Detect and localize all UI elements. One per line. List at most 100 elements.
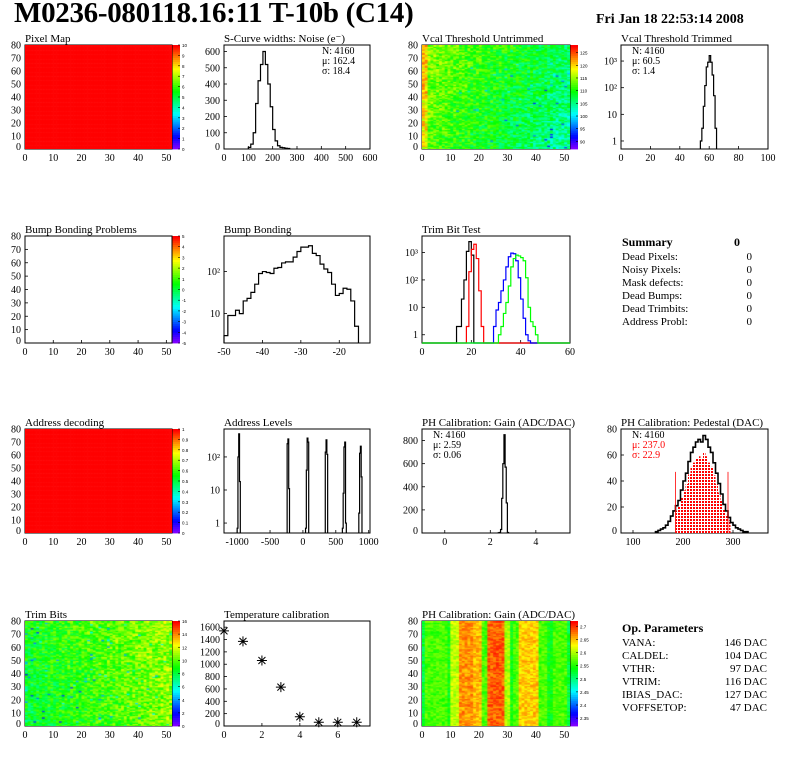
colorbar-tick-label: 0 bbox=[182, 288, 185, 293]
y-tick-label: 10² bbox=[405, 275, 418, 286]
colorbar-segment bbox=[570, 74, 578, 77]
colorbar-tick-label: 0.5 bbox=[182, 479, 189, 484]
x-tick-label: 40 bbox=[516, 347, 526, 358]
colorbar-tick-label: 1 bbox=[182, 277, 185, 282]
x-tick-label: 6 bbox=[335, 730, 340, 741]
y-tick-label: 200 bbox=[205, 112, 220, 123]
colorbar-segment bbox=[172, 113, 180, 117]
colorbar-tick-label: 90 bbox=[580, 139, 586, 144]
colorbar-tick-label: 2 bbox=[182, 266, 185, 271]
op-parameter-row: CALDEL: 104 DAC bbox=[622, 650, 767, 663]
colorbar-segment bbox=[172, 671, 180, 674]
colorbar-segment bbox=[570, 702, 578, 706]
colorbar-segment bbox=[570, 679, 578, 683]
colorbar-segment bbox=[570, 126, 578, 129]
colorbar-tick-label: 0.6 bbox=[182, 469, 189, 474]
colorbar-tick-label: 0.2 bbox=[182, 510, 189, 515]
colorbar-segment bbox=[172, 491, 180, 494]
colorbar-segment bbox=[172, 656, 180, 660]
colorbar-segment bbox=[570, 673, 578, 676]
address-levels-series-2 bbox=[304, 437, 310, 533]
vcal-threshold-trimmed-frame bbox=[620, 44, 769, 150]
summary-total: 0 bbox=[734, 235, 740, 249]
colorbar-segment bbox=[570, 648, 578, 651]
y-tick-label: 400 bbox=[205, 697, 220, 708]
colorbar-segment bbox=[172, 707, 180, 710]
y-tick-label: 0 bbox=[16, 719, 21, 730]
colorbar-tick-label: 2.35 bbox=[580, 716, 589, 721]
x-tick-label: 2 bbox=[259, 730, 264, 741]
x-tick-label: 100 bbox=[626, 537, 641, 548]
y-tick-label: 60 bbox=[11, 258, 21, 269]
bump-bonding-frame bbox=[223, 235, 371, 344]
colorbar-segment bbox=[172, 128, 180, 131]
colorbar-segment bbox=[172, 530, 180, 534]
colorbar-segment bbox=[172, 625, 180, 628]
colorbar-segment bbox=[172, 719, 180, 723]
colorbar-segment bbox=[172, 522, 180, 526]
y-tick-label: 10³ bbox=[405, 248, 418, 259]
y-tick-label: 10 bbox=[11, 708, 21, 719]
colorbar-segment bbox=[570, 59, 578, 63]
y-tick-label: 600 bbox=[205, 684, 220, 695]
colorbar-segment bbox=[570, 625, 578, 628]
colorbar-segment bbox=[172, 121, 180, 125]
x-tick-label: 40 bbox=[675, 153, 685, 164]
x-tick-label: 500 bbox=[338, 153, 353, 164]
colorbar-segment bbox=[570, 635, 578, 639]
colorbar-segment bbox=[172, 508, 180, 511]
colorbar-segment bbox=[570, 53, 578, 56]
ph-calibration-pedestal-title: PH Calibration: Pedestal (DAC) bbox=[621, 417, 763, 429]
colorbar-segment bbox=[570, 658, 578, 662]
x-tick-label: 80 bbox=[734, 153, 744, 164]
x-tick-label: 30 bbox=[105, 153, 115, 164]
y-tick-label: 0 bbox=[215, 719, 220, 730]
colorbar-segment bbox=[172, 138, 180, 142]
colorbar-segment bbox=[570, 119, 578, 123]
colorbar-segment bbox=[172, 493, 180, 496]
address-levels-title: Address Levels bbox=[224, 417, 292, 429]
op-parameter-value: 127 DAC bbox=[724, 689, 767, 701]
colorbar-tick-label: 2.45 bbox=[580, 690, 589, 695]
colorbar-segment bbox=[172, 686, 180, 689]
op-parameter-value: 116 DAC bbox=[724, 676, 767, 688]
summary-value: 0 bbox=[746, 303, 753, 315]
colorbar-segment bbox=[172, 238, 180, 241]
summary-row: Address Probl: 0 bbox=[622, 316, 752, 329]
colorbar-segment bbox=[172, 265, 180, 269]
summary-value: 0 bbox=[746, 316, 753, 328]
colorbar-segment bbox=[172, 431, 180, 434]
colorbar-segment bbox=[570, 688, 578, 691]
s-curve-widths-panel: S-Curve widths: Noise (e⁻) 0 100 200 300 400 5… bbox=[205, 33, 378, 164]
colorbar-segment bbox=[172, 435, 180, 438]
y-tick-label: 600 bbox=[403, 459, 418, 470]
colorbar-segment bbox=[172, 489, 180, 492]
op-parameter-label: CALDEL: bbox=[622, 650, 669, 662]
colorbar-segment bbox=[570, 686, 578, 689]
colorbar-segment bbox=[172, 84, 180, 87]
y-tick-label: 10 bbox=[11, 132, 21, 143]
y-tick-label: 10² bbox=[207, 452, 220, 463]
colorbar-segment bbox=[172, 49, 180, 52]
colorbar-segment bbox=[570, 121, 578, 125]
op-parameter-label: VTRIM: bbox=[622, 676, 661, 688]
y-tick-label: 80 bbox=[11, 617, 21, 628]
x-tick-label: -40 bbox=[256, 347, 269, 358]
colorbar-segment bbox=[172, 644, 180, 647]
colorbar-tick-label: 0.8 bbox=[182, 448, 189, 453]
colorbar-segment bbox=[172, 313, 180, 316]
trim-bits-title: Trim Bits bbox=[25, 609, 67, 621]
address-levels-series-1 bbox=[286, 438, 291, 533]
y-tick-label: 10 bbox=[607, 110, 617, 121]
colorbar-tick-label: -4 bbox=[182, 330, 186, 335]
colorbar-segment bbox=[172, 240, 180, 243]
colorbar-segment bbox=[172, 688, 180, 691]
y-tick-label: 500 bbox=[205, 63, 220, 74]
colorbar-segment bbox=[172, 472, 180, 476]
colorbar-segment bbox=[570, 72, 578, 75]
ph-calibration-pedestal-fill-area bbox=[675, 453, 731, 533]
colorbar-segment bbox=[570, 128, 578, 131]
x-tick-label: 30 bbox=[502, 153, 512, 164]
y-tick-label: 30 bbox=[408, 682, 418, 693]
